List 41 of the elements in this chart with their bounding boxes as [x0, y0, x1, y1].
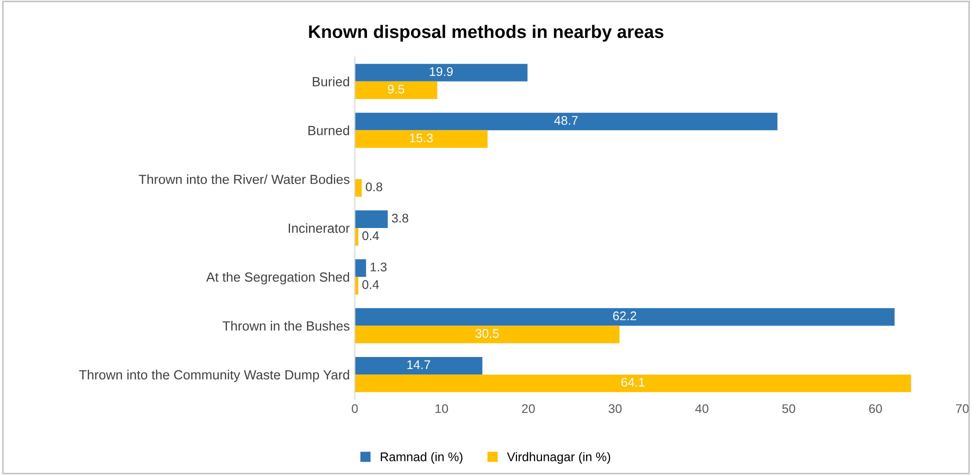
data-label: 64.1: [621, 378, 644, 387]
bar: [354, 308, 895, 326]
data-label: 1.3: [370, 262, 387, 272]
x-tick-label: 50: [782, 404, 796, 414]
y-tick-label: Thrown into the River/ Water Bodies: [138, 174, 350, 184]
data-label: 48.7: [554, 116, 578, 125]
bar: [354, 259, 366, 277]
data-label: 15.3: [410, 134, 433, 142]
data-label: 14.7: [407, 360, 430, 370]
bar: [354, 112, 778, 130]
data-label: 0.4: [362, 280, 379, 290]
x-tick-label: 20: [522, 404, 535, 414]
legend-label: Ramnad (in %): [380, 452, 462, 464]
chart-title: Known disposal methods in nearby areas: [309, 24, 664, 42]
bar: [354, 130, 488, 148]
x-tick-label: 0: [352, 404, 358, 414]
data-label: 9.5: [388, 84, 404, 94]
bar: [354, 326, 620, 344]
x-tick-label: 40: [695, 404, 708, 414]
bar: [354, 356, 482, 375]
data-label: 0.4: [362, 231, 379, 240]
data-label: 30.5: [475, 329, 499, 338]
data-label: 0.8: [366, 182, 382, 192]
x-tick-label: 10: [436, 404, 448, 414]
bar: [354, 210, 388, 228]
data-label: 3.8: [392, 214, 408, 223]
y-tick-label: Incinerator: [288, 223, 350, 233]
bar: [354, 81, 438, 100]
y-tick-label: At the Segregation Shed: [206, 272, 350, 284]
legend-label: Virdhunagar (in %): [506, 452, 610, 464]
data-label: 19.9: [430, 67, 453, 76]
x-tick-label: 30: [608, 404, 622, 414]
y-tick-label: Thrown into the Community Waste Dump Yard: [79, 370, 350, 382]
y-tick-label: Buried: [312, 76, 350, 86]
bar: [354, 374, 912, 392]
data-label: 62.2: [613, 311, 636, 320]
y-tick-label: Burned: [308, 126, 350, 136]
x-tick-label: 60: [869, 404, 882, 414]
y-tick-label: Thrown in the Bushes: [222, 320, 350, 331]
x-tick-label: 70: [956, 404, 969, 414]
bar: [354, 64, 528, 82]
